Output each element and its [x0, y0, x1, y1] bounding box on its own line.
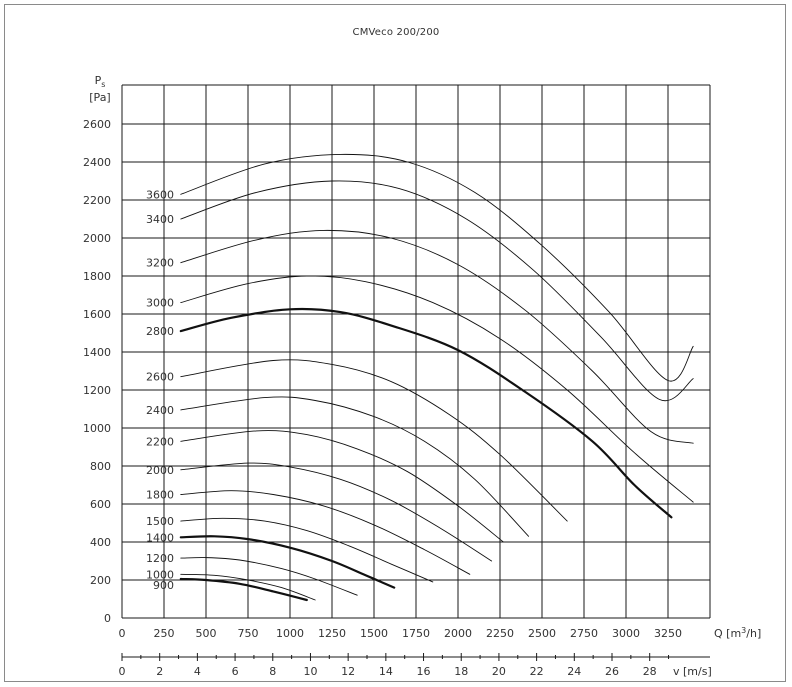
secondary-tick-label: 12 — [341, 665, 355, 678]
curve-label-3600: 3600 — [146, 188, 174, 201]
curve-rpm-3200 — [180, 229, 694, 444]
curve-label-1000: 1000 — [146, 568, 174, 581]
secondary-tick-label: 8 — [269, 665, 276, 678]
x-axis-label: Q [m3/h] — [714, 626, 761, 640]
secondary-tick-label: 22 — [530, 665, 544, 678]
secondary-tick-label: 2 — [156, 665, 163, 678]
curve-rpm-1400 — [179, 535, 396, 589]
secondary-tick-label: 0 — [119, 665, 126, 678]
x-tick-label: 1500 — [360, 627, 388, 640]
curve-rpm-1800 — [180, 490, 471, 575]
curve-label-1200: 1200 — [146, 552, 174, 565]
curve-rpm-3000 — [180, 275, 694, 503]
x-tick-label: 1750 — [402, 627, 430, 640]
curve-rpm-1500 — [180, 517, 434, 583]
y-tick-label: 2400 — [83, 156, 111, 169]
curve-label-2800: 2800 — [146, 325, 174, 338]
curve-label-1500: 1500 — [146, 515, 174, 528]
curve-label-3400: 3400 — [146, 213, 174, 226]
curve-label-900: 900 — [153, 579, 174, 592]
x-tick-label: 2750 — [570, 627, 598, 640]
x-tick-label: 0 — [119, 627, 126, 640]
x-tick-label: 2500 — [528, 627, 556, 640]
x-tick-label: 3250 — [654, 627, 682, 640]
x-tick-label: 1250 — [318, 627, 346, 640]
y-tick-label: 1600 — [83, 308, 111, 321]
y-tick-label: 600 — [90, 498, 111, 511]
secondary-tick-label: 24 — [567, 665, 581, 678]
curve-rpm-2000 — [180, 462, 493, 562]
y-tick-label: 1200 — [83, 384, 111, 397]
secondary-tick-label: 6 — [232, 665, 239, 678]
chart-frame — [4, 4, 786, 682]
curve-label-2000: 2000 — [146, 464, 174, 477]
x-tick-label: 1000 — [276, 627, 304, 640]
secondary-tick-label: 14 — [379, 665, 393, 678]
chart-title: CMVeco 200/200 — [352, 27, 440, 38]
x-tick-label: 250 — [154, 627, 175, 640]
curve-label-2600: 2600 — [146, 371, 174, 384]
y-tick-label: 1400 — [83, 346, 111, 359]
curve-label-2400: 2400 — [146, 404, 174, 417]
curve-label-3000: 3000 — [146, 297, 174, 310]
curve-rpm-1000 — [180, 573, 316, 601]
curve-rpm-2400 — [180, 396, 530, 537]
curve-rpm-2200 — [180, 430, 504, 543]
y-tick-label: 1000 — [83, 422, 111, 435]
curve-rpm-2600 — [180, 359, 568, 522]
x-tick-label: 3000 — [612, 627, 640, 640]
curve-rpm-900 — [179, 577, 308, 602]
curve-rpm-3400 — [180, 180, 694, 402]
y-axis-label: Ps — [95, 74, 106, 89]
curve-label-3200: 3200 — [146, 257, 174, 270]
y-tick-label: 2200 — [83, 194, 111, 207]
y-tick-label: 800 — [90, 460, 111, 473]
y-tick-label: 1800 — [83, 270, 111, 283]
secondary-tick-label: 18 — [454, 665, 468, 678]
secondary-tick-label: 16 — [417, 665, 431, 678]
y-tick-label: 2600 — [83, 118, 111, 131]
y-tick-label: 400 — [90, 536, 111, 549]
x-tick-label: 2000 — [444, 627, 472, 640]
x-tick-label: 2250 — [486, 627, 514, 640]
curve-label-1400: 1400 — [146, 531, 174, 544]
y-tick-label: 0 — [104, 612, 111, 625]
x-tick-label: 750 — [238, 627, 259, 640]
secondary-tick-label: 20 — [492, 665, 506, 678]
secondary-tick-label: 10 — [303, 665, 317, 678]
curve-label-1800: 1800 — [146, 489, 174, 502]
secondary-tick-label: 26 — [605, 665, 619, 678]
curve-label-2200: 2200 — [146, 435, 174, 448]
secondary-tick-label: 4 — [194, 665, 201, 678]
y-tick-label: 200 — [90, 574, 111, 587]
secondary-axis-label: v [m/s] — [673, 665, 712, 678]
secondary-tick-label: 28 — [643, 665, 657, 678]
curve-rpm-2800 — [179, 307, 673, 519]
y-axis-unit: [Pa] — [89, 91, 110, 104]
x-tick-label: 500 — [196, 627, 217, 640]
y-tick-label: 2000 — [83, 232, 111, 245]
curve-rpm-3600 — [180, 153, 694, 382]
curve-rpm-1200 — [180, 557, 358, 596]
